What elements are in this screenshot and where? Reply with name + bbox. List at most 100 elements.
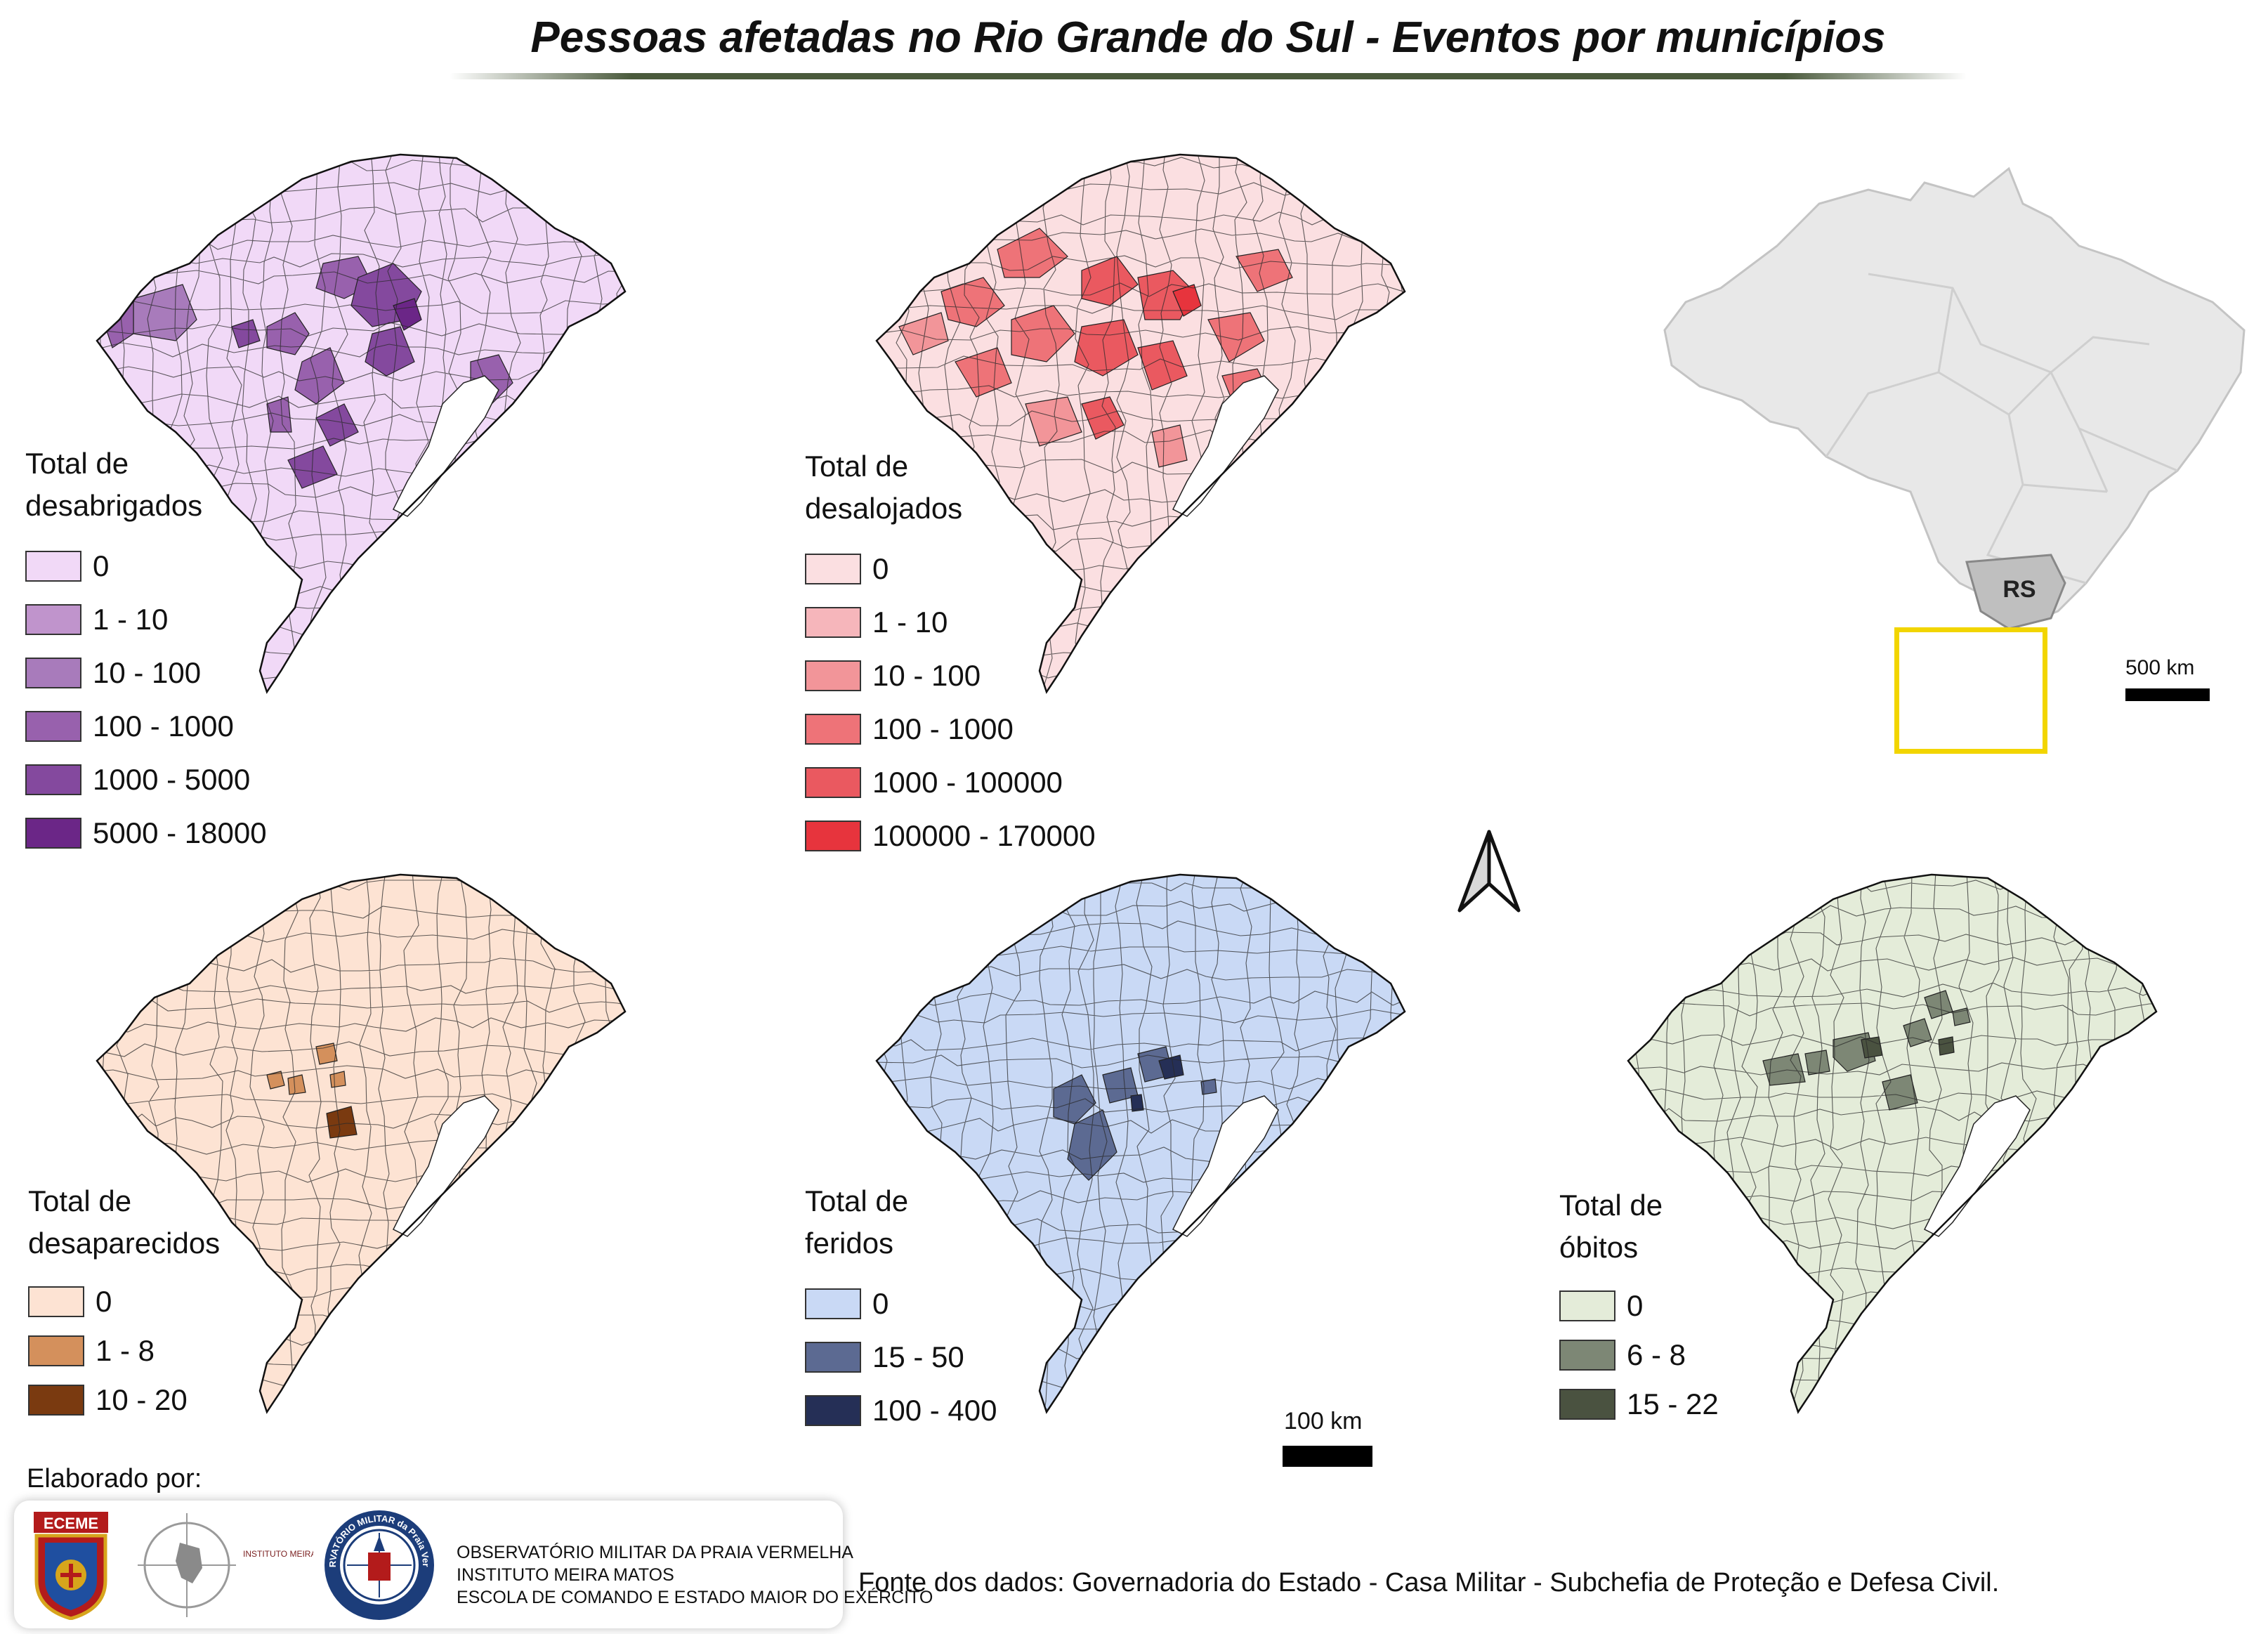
rs-state-map: [96, 873, 627, 1414]
state-outline: [97, 155, 625, 692]
credits-label: Elaborado por:: [27, 1464, 202, 1494]
state-outline: [1628, 875, 2156, 1412]
legend-label: 1000 - 5000: [93, 763, 251, 796]
municipality-region: [1804, 1050, 1830, 1076]
legend-swatch: [25, 711, 81, 742]
data-source-note: Fonte dos dados: Governadoria do Estado …: [858, 1568, 2000, 1597]
municipality-region: [955, 347, 1012, 398]
legend-title-line-2: desabrigados: [25, 489, 203, 522]
legend-title: Total de desabrigados: [25, 443, 267, 527]
legend-title-line-1: Total de: [1559, 1189, 1663, 1222]
legend-item: 1 - 8: [28, 1326, 220, 1375]
state-border: [96, 873, 627, 1414]
municipality-region: [1235, 249, 1293, 292]
legend-item: 1000 - 100000: [805, 756, 1096, 809]
legend-label: 0: [1627, 1289, 1644, 1322]
north-arrow-icon: [1454, 829, 1524, 913]
legend-items: 0 6 - 8 15 - 22: [1559, 1281, 1719, 1429]
legend-desabrigados: Total de desabrigados 0 1 - 10 10 - 100 100…: [25, 443, 267, 860]
legend-title-line-2: óbitos: [1559, 1231, 1639, 1264]
legend-label: 0: [96, 1285, 112, 1318]
legend-title: Total de óbitos: [1559, 1184, 1719, 1269]
institution-name-2: INSTITUTO MEIRA MATOS: [457, 1565, 674, 1585]
brazil-locator-map: RS: [1658, 162, 2255, 639]
rs-state-map: [875, 873, 1406, 1414]
legend-label: 100000 - 170000: [872, 819, 1096, 852]
legend-title: Total de desaparecidos: [28, 1180, 220, 1264]
legend-title-line-2: feridos: [805, 1227, 894, 1260]
legend-item: 100 - 1000: [805, 702, 1096, 756]
municipality-region: [266, 1071, 285, 1090]
municipality-region: [1158, 1054, 1184, 1080]
legend-swatch: [805, 1288, 861, 1319]
legend-item: 0: [28, 1277, 220, 1326]
legend-swatch: [805, 1395, 861, 1426]
legend-swatch: [25, 604, 81, 635]
institution-names: OBSERVATÓRIO MILITAR DA PRAIA VERMELHA I…: [457, 1541, 933, 1609]
legend-title-line-2: desaparecidos: [28, 1227, 221, 1260]
legend-item: 0: [1559, 1281, 1719, 1331]
municipality-region: [1952, 1007, 1971, 1026]
rs-state-map: [875, 153, 1406, 694]
map-desabrigados: [21, 151, 702, 699]
legend-title-line-1: Total de: [25, 447, 129, 480]
legend-item: 0: [805, 1277, 997, 1331]
municipality-region: [393, 298, 422, 331]
main-scale-label: 100 km: [1284, 1408, 1363, 1434]
municipality-region: [1137, 340, 1188, 391]
institution-name-3: ESCOLA DE COMANDO E ESTADO MAIOR DO EXÉR…: [457, 1588, 933, 1607]
legend-item: 10 - 100: [805, 649, 1096, 702]
inset-scale-label: 500 km: [2125, 656, 2195, 679]
legend-item: 1 - 10: [25, 593, 267, 646]
legend-items: 0 1 - 10 10 - 100 100 - 1000 1000 - 100000 10…: [805, 542, 1096, 863]
legend-swatch: [805, 660, 861, 691]
legend-label: 10 - 100: [93, 656, 202, 689]
legend-swatch: [805, 607, 861, 638]
map-feridos: [801, 871, 1482, 1419]
municipality-region: [326, 1106, 358, 1139]
legend-title: Total de feridos: [805, 1180, 997, 1264]
municipality-region: [940, 277, 1005, 327]
legend-label: 10 - 100: [872, 659, 981, 692]
legend-item: 100 - 400: [805, 1384, 997, 1437]
legend-obitos: Total de óbitos 0 6 - 8 15 - 22: [1559, 1184, 1719, 1429]
legend-label: 1 - 10: [93, 603, 169, 636]
municipality-region: [1025, 396, 1082, 447]
legend-swatch: [28, 1385, 84, 1416]
legend-item: 100000 - 170000: [805, 809, 1096, 863]
observatorio-militar-logo-icon: OBSERVATÓRIO MILITAR da Praia Vermelha: [322, 1508, 434, 1620]
title-underline: [450, 73, 1967, 79]
legend-feridos: Total de feridos 0 15 - 50 100 - 400: [805, 1180, 997, 1437]
map-title: Pessoas afetadas no Rio Grande do Sul - …: [530, 13, 1886, 62]
inset-scale-bar: [2125, 688, 2210, 701]
legend-item: 0: [25, 540, 267, 593]
legend-swatch: [25, 551, 81, 582]
legend-item: 1 - 10: [805, 596, 1096, 649]
rs-highlight-box: [1894, 627, 2047, 754]
legend-swatch: [805, 1342, 861, 1373]
legend-title-line-1: Total de: [805, 1184, 909, 1217]
legend-swatch: [1559, 1340, 1615, 1371]
municipality-region: [1938, 1036, 1955, 1056]
rs-state-map: [96, 153, 627, 694]
municipality-region: [1882, 1074, 1918, 1111]
legend-label: 100 - 400: [872, 1394, 997, 1427]
legend-item: 6 - 8: [1559, 1331, 1719, 1380]
state-border: [875, 873, 1406, 1414]
municipality-region: [1151, 424, 1188, 468]
legend-label: 0: [93, 549, 110, 582]
municipality-region: [287, 1074, 306, 1095]
legend-label: 6 - 8: [1627, 1338, 1686, 1371]
municipality-region: [1130, 1094, 1144, 1112]
rs-state-label: RS: [2002, 576, 2036, 603]
municipality-region: [315, 403, 359, 447]
municipality-region: [294, 347, 345, 405]
svg-text:INSTITUTO MEIRA MATTOS: INSTITUTO MEIRA MATTOS: [243, 1549, 313, 1559]
svg-text:ECEME: ECEME: [44, 1515, 98, 1532]
legend-label: 0: [872, 552, 889, 585]
legend-item: 1000 - 5000: [25, 753, 267, 806]
municipality-region: [231, 319, 261, 348]
legend-item: 15 - 22: [1559, 1380, 1719, 1429]
legend-swatch: [25, 658, 81, 688]
legend-label: 1000 - 100000: [872, 766, 1063, 799]
